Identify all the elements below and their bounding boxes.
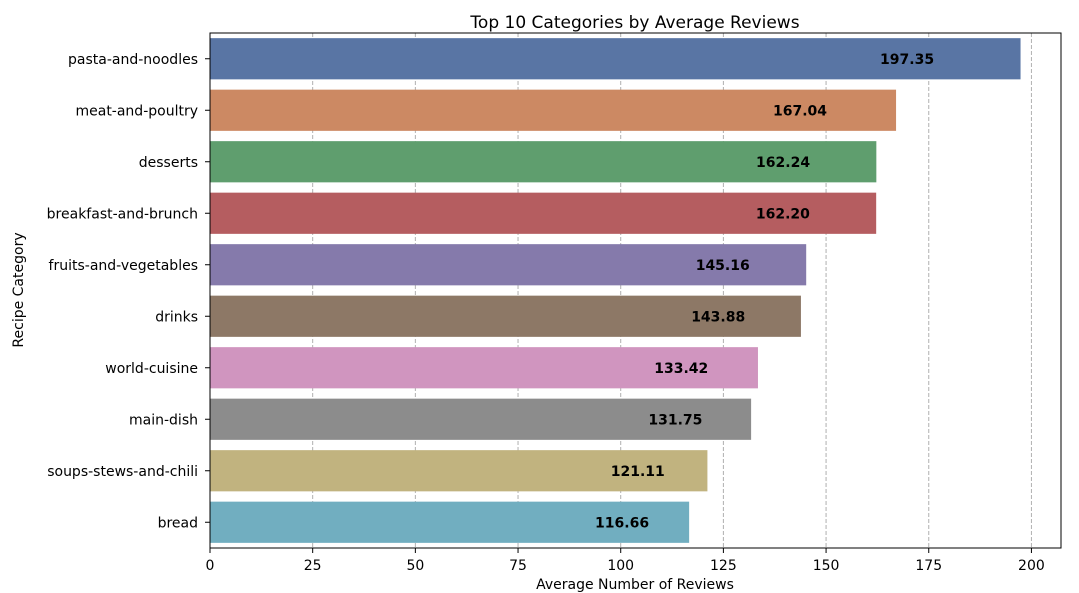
data-labels: 197.35 167.04 162.24 162.20 145.16 143.88 133.… bbox=[595, 52, 934, 532]
y-tick-label: main-dish bbox=[129, 412, 198, 428]
x-tick-label: 100 bbox=[607, 558, 634, 574]
chart-title: Top 10 Categories by Average Reviews bbox=[469, 13, 799, 33]
y-axis-ticks: pasta-and-noodles meat-and-poultry dessert… bbox=[47, 52, 210, 531]
bar-value-label: 167.04 bbox=[773, 103, 827, 119]
bar bbox=[210, 141, 877, 183]
bar bbox=[210, 398, 752, 440]
y-tick-label: bread bbox=[158, 515, 198, 531]
plot-frame bbox=[209, 32, 1062, 549]
bar bbox=[210, 89, 897, 131]
bar-value-label: 133.42 bbox=[654, 361, 708, 377]
y-tick-label: breakfast-and-brunch bbox=[47, 206, 198, 222]
x-tick-label: 50 bbox=[406, 558, 424, 574]
x-tick-label: 175 bbox=[915, 558, 942, 574]
x-tick-label: 75 bbox=[509, 558, 527, 574]
y-tick-label: pasta-and-noodles bbox=[68, 52, 198, 68]
bars bbox=[210, 38, 1021, 543]
bar bbox=[210, 347, 758, 389]
bar-value-label: 121.11 bbox=[611, 464, 665, 480]
bar bbox=[210, 244, 807, 286]
bar bbox=[210, 295, 801, 337]
bar-value-label: 162.24 bbox=[756, 155, 810, 171]
bar-value-label: 143.88 bbox=[691, 309, 745, 325]
y-tick-label: world-cuisine bbox=[105, 361, 198, 377]
bar bbox=[210, 192, 877, 234]
y-tick-label: soups-stews-and-chili bbox=[47, 464, 198, 480]
x-tick-label: 150 bbox=[813, 558, 840, 574]
bar-value-label: 145.16 bbox=[696, 258, 750, 274]
x-tick-label: 0 bbox=[206, 558, 215, 574]
bar bbox=[210, 38, 1021, 80]
x-tick-label: 25 bbox=[304, 558, 322, 574]
bar bbox=[210, 501, 690, 543]
bar-value-label: 116.66 bbox=[595, 515, 649, 531]
x-tick-label: 200 bbox=[1018, 558, 1045, 574]
bar-value-label: 197.35 bbox=[880, 52, 934, 68]
y-tick-label: fruits-and-vegetables bbox=[49, 258, 198, 274]
bar-value-label: 162.20 bbox=[756, 206, 810, 222]
x-axis-label: Average Number of Reviews bbox=[536, 577, 734, 593]
bar bbox=[210, 450, 708, 492]
y-axis-label: Recipe Category bbox=[11, 232, 27, 347]
y-tick-label: drinks bbox=[155, 309, 198, 325]
x-tick-label: 125 bbox=[710, 558, 737, 574]
y-tick-label: meat-and-poultry bbox=[75, 103, 198, 119]
x-axis-ticks: 0 25 50 75 100 125 150 175 200 bbox=[206, 548, 1045, 574]
bar-value-label: 131.75 bbox=[648, 412, 702, 428]
y-tick-label: desserts bbox=[139, 155, 198, 171]
